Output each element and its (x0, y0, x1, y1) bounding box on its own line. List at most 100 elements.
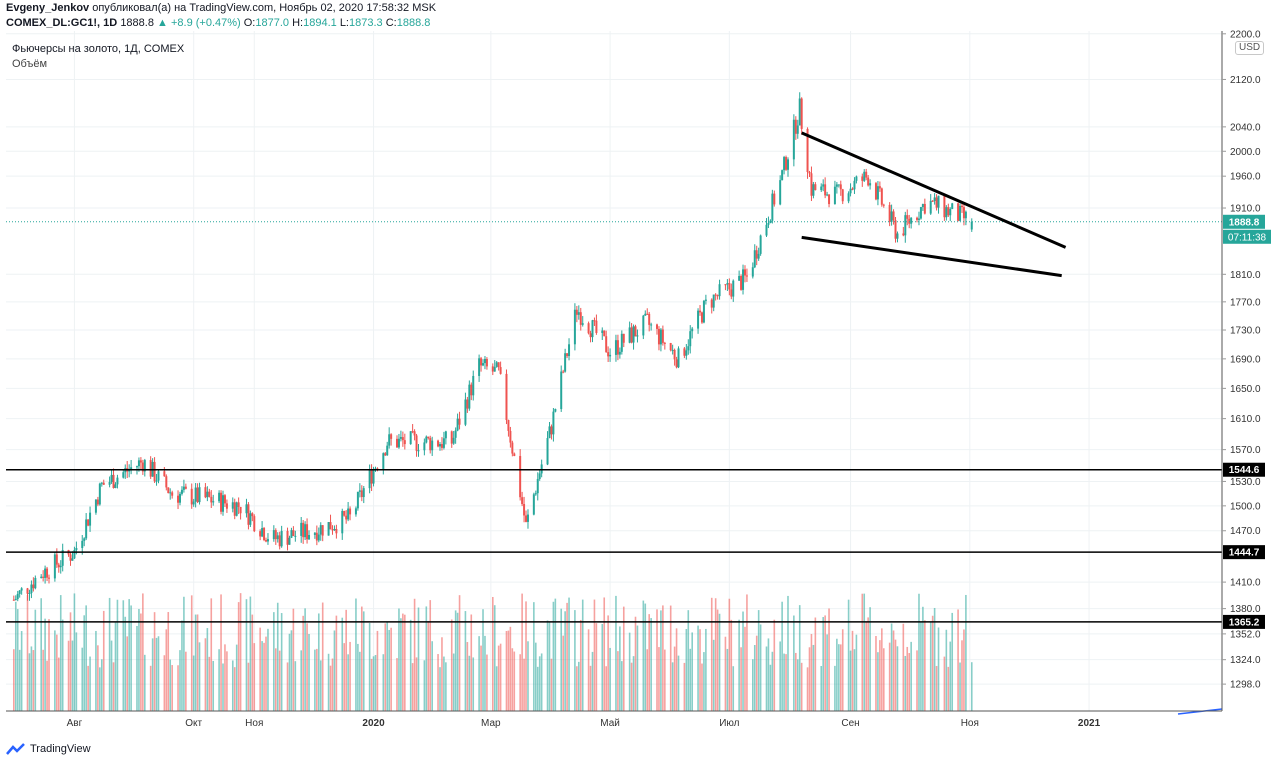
volume-bar (849, 650, 852, 711)
candle-body (69, 554, 72, 561)
candle-body (454, 430, 457, 438)
volume-bar (292, 608, 295, 711)
candle-body (415, 435, 418, 451)
volume-bar (306, 623, 308, 711)
volume-bar (607, 615, 609, 711)
candle-body (579, 312, 582, 325)
candle-body (384, 453, 387, 456)
volume-bar (169, 659, 172, 711)
candle-body (577, 312, 580, 315)
candle-body (800, 98, 803, 129)
candle-body (519, 455, 522, 498)
candle-body (628, 327, 631, 343)
candle-body (194, 487, 197, 502)
volume-bar (877, 652, 879, 711)
volume-bar (280, 613, 283, 711)
volume-bar (574, 610, 576, 711)
candle-body (959, 205, 962, 221)
candle-body (835, 184, 838, 187)
author-name[interactable]: Evgeny_Jenkov (6, 2, 90, 14)
candle-body (141, 462, 144, 472)
volume-legend[interactable]: Объём (12, 58, 48, 70)
volume-bar (867, 617, 869, 711)
volume-bar (89, 656, 91, 711)
volume-bar (664, 649, 666, 711)
candle-body (329, 522, 332, 530)
volume-bar (402, 613, 404, 711)
volume-bar (464, 611, 467, 711)
volume-bar (716, 609, 719, 711)
candle-body (779, 180, 782, 205)
candle-body (247, 504, 250, 525)
volume-bar (212, 660, 215, 711)
volume-bar (443, 656, 445, 711)
volume-bar (327, 653, 330, 711)
currency-badge[interactable]: USD (1235, 41, 1265, 55)
volume-bar (836, 638, 838, 711)
y-tick-label: 1410.0 (1230, 578, 1261, 589)
volume-bar (97, 645, 99, 711)
candle-body (849, 188, 852, 194)
candle-body (499, 367, 502, 374)
y-tick-label: 1690.0 (1230, 354, 1261, 365)
volume-bar (445, 662, 447, 711)
candle-body (96, 499, 99, 505)
volume-bar (519, 654, 521, 711)
volume-bar (316, 648, 318, 711)
volume-bar (99, 667, 101, 711)
volume-bar (454, 610, 457, 711)
volume-bar (902, 623, 905, 711)
candle-body (546, 438, 549, 465)
volume-bar (578, 661, 580, 711)
volume-bar (908, 653, 911, 711)
volume-bar (671, 662, 674, 711)
candle-body (700, 312, 703, 323)
volume-bar (881, 628, 883, 711)
x-tick-label: Авг (67, 718, 83, 729)
volume-bar (396, 658, 398, 711)
volume-bar (415, 657, 418, 711)
y-tick-label: 2040.0 (1230, 122, 1261, 133)
candle-body (728, 283, 731, 290)
candle-body (347, 508, 350, 520)
candle-body (745, 275, 748, 277)
candle-body (730, 289, 733, 297)
volume-bar (286, 662, 289, 711)
candle-body (960, 205, 963, 208)
volume-bar (40, 598, 42, 711)
volume-bar (548, 621, 551, 711)
volume-bar (87, 665, 89, 711)
candle-body (669, 342, 672, 351)
y-tick-label: 1530.0 (1230, 477, 1261, 488)
candle-body (683, 348, 686, 356)
candle-body (562, 371, 565, 373)
candle-body (245, 504, 248, 514)
volume-bar (806, 667, 809, 711)
volume-bar (783, 653, 785, 711)
candle-body (904, 215, 907, 236)
candle-body (280, 530, 283, 547)
volume-bar (14, 601, 17, 711)
volume-bar (83, 615, 85, 711)
candle-body (81, 540, 84, 548)
candle-body (951, 203, 954, 209)
candle-body (616, 340, 619, 355)
candle-body (491, 366, 494, 372)
candle-body (814, 184, 817, 191)
candle-body (550, 426, 553, 435)
volume-bar (888, 642, 891, 711)
candle-body (266, 539, 269, 542)
candle-body (874, 183, 877, 200)
candle-body (648, 313, 651, 325)
candle-body (32, 584, 35, 589)
candle-body (824, 184, 827, 196)
volume-bar (140, 613, 142, 711)
volume-bar (73, 593, 76, 711)
volume-bar (724, 636, 727, 711)
volume-bar (646, 649, 649, 711)
volume-bar (499, 643, 502, 711)
volume-bar (192, 655, 195, 711)
candle-body (110, 474, 113, 482)
chart-title[interactable]: Фьючерсы на золото, 1Д, COMEX (12, 43, 185, 55)
